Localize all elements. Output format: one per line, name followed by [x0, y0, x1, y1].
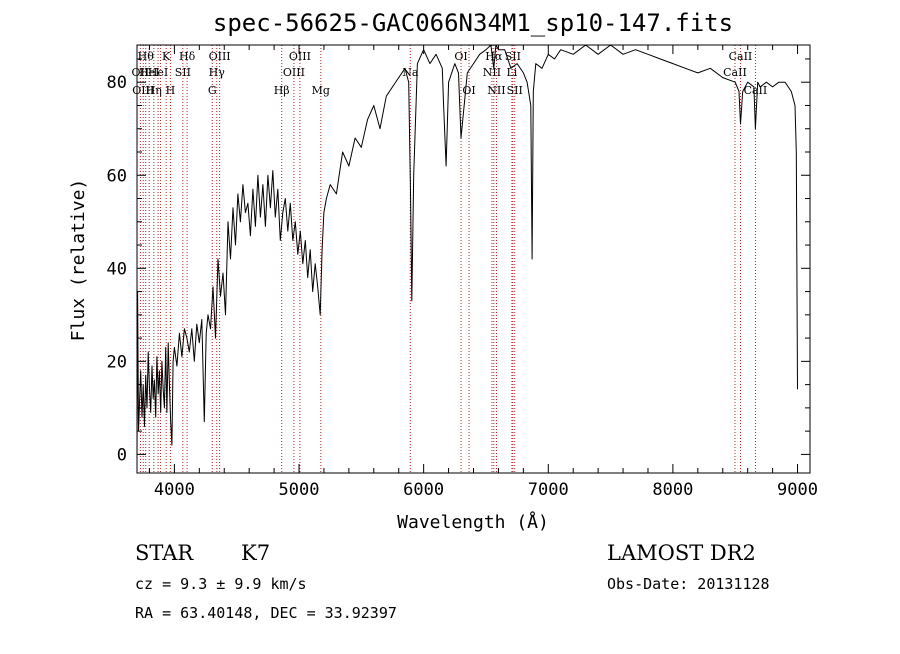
coordinates-text: RA = 63.40148, DEC = 33.92397 [135, 604, 397, 622]
line-label-4: Hη [146, 84, 162, 97]
line-label-27: CaII [723, 66, 747, 79]
x-axis-label: Wavelength (Å) [397, 511, 549, 533]
line-label-13: OIII [209, 50, 231, 63]
x-tick-label: 7000 [528, 480, 569, 500]
line-label-8: H [166, 84, 176, 97]
line-label-9: SII [175, 66, 191, 79]
x-tick-label: 4000 [154, 480, 195, 500]
line-label-14: Hβ [274, 84, 290, 97]
line-label-25: SII [505, 50, 521, 63]
spectrum-line [136, 44, 798, 460]
x-axis-ticks: 4000 5000 6000 7000 8000 9000 [148, 45, 818, 500]
line-label-2: Hθ [138, 50, 155, 63]
y-tick-label: 40 [107, 259, 127, 279]
y-axis-label: Flux (relative) [68, 179, 89, 342]
y-tick-label: 20 [107, 352, 127, 372]
line-label-26: SII [507, 84, 523, 97]
x-tick-label: 9000 [777, 480, 818, 500]
line-label-12: Hγ [209, 66, 226, 79]
y-axis-ticks: 0 20 40 60 80 [107, 58, 810, 465]
object-subclass: K7 [241, 541, 270, 565]
line-label-1: OIII [132, 84, 154, 97]
line-label-5: HeI [148, 66, 168, 79]
line-label-28: CaII [729, 50, 753, 63]
spectral-line-labels: OIIOIIIHθHeIHηHeIKHSIIHδGHγOIIIHβOIIIOII… [132, 50, 768, 97]
y-tick-label: 0 [117, 445, 127, 465]
x-tick-label: 5000 [279, 480, 320, 500]
line-label-24: Li [506, 66, 517, 79]
line-label-15: OIII [283, 66, 305, 79]
line-label-16: OIII [289, 50, 311, 63]
y-tick-label: 80 [107, 73, 127, 93]
line-label-11: G [208, 84, 217, 97]
line-label-19: OI [454, 50, 467, 63]
line-label-20: OI [462, 84, 475, 97]
obs-date-text: Obs-Date: 20131128 [607, 575, 770, 593]
spectral-line-markers [139, 45, 756, 473]
line-label-29: CaII [744, 84, 768, 97]
y-tick-label: 60 [107, 166, 127, 186]
line-label-21: NII [483, 66, 501, 79]
x-tick-label: 6000 [403, 480, 444, 500]
line-label-22: Hα [485, 50, 503, 63]
object-class: STAR [135, 541, 194, 565]
chart-title: spec-56625-GAC066N34M1_sp10-147.fits [213, 9, 733, 37]
redshift-text: cz = 9.3 ± 9.9 km/s [135, 575, 307, 593]
line-label-23: NII [487, 84, 505, 97]
line-label-3: HeI [139, 66, 159, 79]
line-label-7: K [162, 50, 171, 63]
line-label-18: Na [402, 66, 419, 79]
line-label-17: Mg [312, 84, 330, 97]
line-label-10: Hδ [179, 50, 196, 63]
line-label-0: OII [132, 66, 150, 79]
x-tick-label: 8000 [652, 480, 693, 500]
survey-name: LAMOST DR2 [607, 541, 756, 565]
